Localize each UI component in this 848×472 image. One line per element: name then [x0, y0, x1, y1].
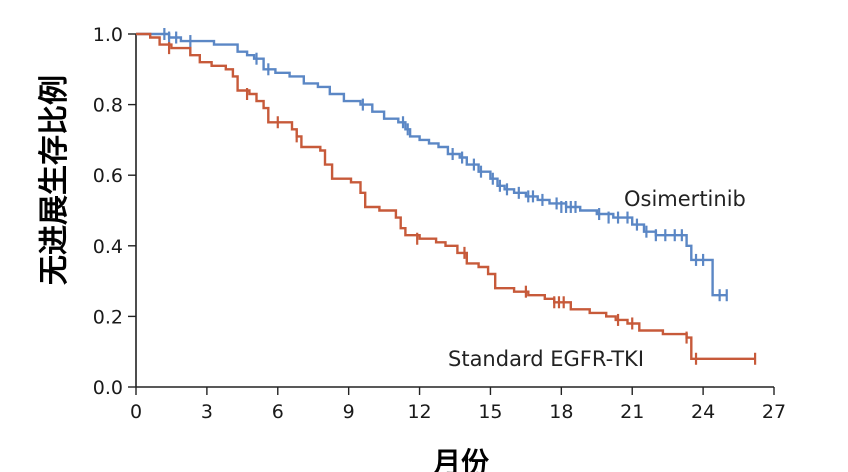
series-line — [136, 32, 727, 297]
series-0 — [136, 28, 728, 302]
x-tick-label: 24 — [691, 401, 715, 423]
y-tick-label: 0.4 — [93, 236, 123, 258]
x-tick-label: 27 — [762, 401, 786, 423]
x-tick-label: 15 — [478, 401, 502, 423]
axes: 0 3 6 9 12 15 18 21 24 27 0.0 0.2 0.4 0.6 0.8 1.0 — [93, 24, 786, 423]
y-axis-title: 无进展生存比例 — [37, 75, 72, 285]
y-tick-label: 1.0 — [93, 24, 123, 46]
y-tick-label: 0.2 — [93, 306, 123, 328]
y-tick-label: 0.6 — [93, 165, 123, 187]
x-tick-label: 3 — [201, 401, 213, 423]
x-tick-label: 12 — [407, 401, 431, 423]
x-tick-label: 9 — [343, 401, 355, 423]
x-tick-label: 6 — [272, 401, 284, 423]
x-tick-label: 18 — [549, 401, 573, 423]
x-tick-label: 21 — [620, 401, 644, 423]
series-label-osimertinib: Osimertinib — [624, 187, 746, 211]
y-tick-label: 0.0 — [93, 377, 123, 399]
series-label-standard-egfr-tki: Standard EGFR-TKI — [448, 347, 644, 371]
series-1 — [136, 32, 757, 365]
y-tick-label: 0.8 — [93, 95, 123, 117]
x-tick-label: 0 — [130, 401, 142, 423]
x-axis-title: 月份 — [432, 446, 489, 472]
series-line — [136, 32, 756, 360]
plot-series — [136, 28, 757, 365]
